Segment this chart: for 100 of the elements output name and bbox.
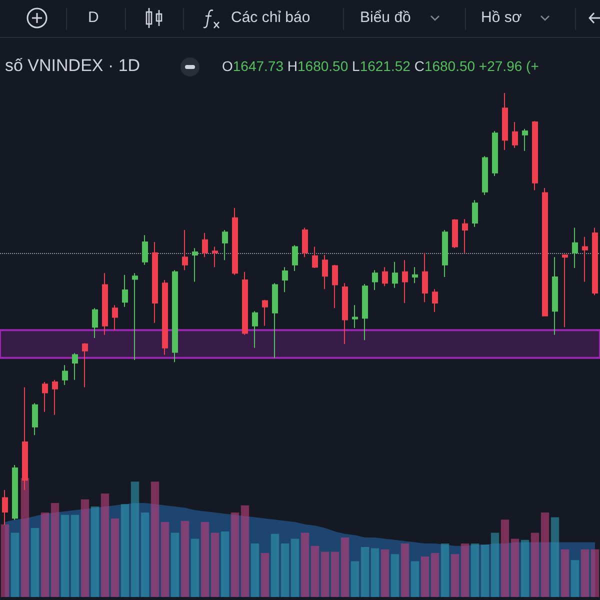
candlestick bbox=[362, 283, 368, 341]
text: Biểu đồ bbox=[360, 9, 411, 26]
candlestick bbox=[432, 288, 438, 313]
bar bbox=[70, 514, 80, 597]
candlestick bbox=[322, 254, 328, 290]
candlestick bbox=[92, 308, 98, 338]
bar bbox=[200, 522, 210, 597]
bar bbox=[590, 549, 600, 597]
candlestick bbox=[142, 234, 148, 266]
bar bbox=[520, 540, 530, 597]
candlestick bbox=[502, 92, 508, 151]
bar bbox=[260, 552, 270, 597]
candlestick bbox=[412, 266, 418, 284]
bar bbox=[310, 546, 320, 597]
candlestick bbox=[102, 272, 108, 336]
bar bbox=[240, 505, 250, 597]
candlestick bbox=[352, 304, 358, 329]
candlestick bbox=[222, 229, 228, 261]
chart-title: số VNINDEX · 1D bbox=[5, 56, 140, 76]
bar bbox=[450, 554, 460, 597]
bar bbox=[510, 538, 520, 597]
bar bbox=[130, 482, 140, 597]
bar bbox=[250, 543, 260, 597]
candlestick bbox=[32, 402, 38, 436]
bar bbox=[80, 499, 90, 597]
bar bbox=[360, 547, 370, 597]
candlestick bbox=[162, 280, 168, 356]
candlestick bbox=[342, 282, 348, 344]
candlestick bbox=[592, 227, 598, 296]
candlestick bbox=[292, 244, 298, 272]
bar bbox=[340, 538, 350, 597]
bar bbox=[460, 543, 470, 597]
candlestick bbox=[332, 264, 338, 309]
bar bbox=[20, 478, 30, 597]
candlestick bbox=[202, 232, 208, 258]
candlestick bbox=[212, 246, 218, 268]
text: Hồ sơ bbox=[481, 9, 522, 26]
candlestick bbox=[572, 227, 578, 268]
candlestick bbox=[282, 266, 288, 293]
bar bbox=[180, 520, 190, 597]
text: Các chỉ báo bbox=[231, 9, 310, 26]
candlestick bbox=[172, 270, 178, 363]
candlestick bbox=[112, 304, 118, 331]
bar bbox=[230, 512, 240, 597]
candlestick bbox=[382, 266, 388, 287]
bar bbox=[380, 549, 390, 597]
candlestick bbox=[532, 120, 538, 191]
candlestick bbox=[472, 200, 478, 228]
bar bbox=[560, 549, 570, 597]
bar bbox=[110, 518, 120, 597]
bar bbox=[400, 543, 410, 597]
candlestick bbox=[372, 270, 378, 290]
bar bbox=[290, 538, 300, 597]
candlestick bbox=[582, 236, 588, 282]
candlestick bbox=[482, 156, 488, 196]
bar bbox=[370, 548, 380, 597]
candlestick bbox=[462, 218, 468, 254]
bar bbox=[320, 552, 330, 597]
bar bbox=[500, 520, 510, 597]
candlestick bbox=[542, 188, 548, 316]
bar bbox=[300, 532, 310, 597]
chart-subtitle: O1647.73 H1680.50 L1621.52 C1680.50 +27.96 (+ bbox=[222, 58, 539, 74]
candlestick bbox=[562, 254, 568, 328]
candlestick bbox=[452, 218, 458, 249]
bar bbox=[550, 517, 560, 597]
bar bbox=[540, 512, 550, 597]
candlestick bbox=[232, 207, 238, 276]
candlestick bbox=[552, 256, 558, 336]
bar bbox=[490, 532, 500, 597]
bar bbox=[170, 532, 180, 597]
candlestick bbox=[52, 379, 58, 416]
bar bbox=[30, 528, 40, 597]
candlestick bbox=[72, 352, 78, 380]
bar bbox=[280, 543, 290, 597]
bar bbox=[210, 532, 220, 597]
bar bbox=[0, 524, 10, 597]
candlestick bbox=[152, 242, 158, 324]
bar bbox=[90, 506, 100, 597]
bar bbox=[40, 512, 50, 597]
candlestick bbox=[442, 229, 448, 278]
bar bbox=[440, 543, 450, 597]
candlestick bbox=[122, 274, 128, 308]
bar bbox=[570, 560, 580, 597]
candlestick bbox=[422, 252, 428, 303]
text: D bbox=[88, 9, 99, 26]
bar bbox=[160, 522, 170, 597]
candlestick bbox=[242, 271, 248, 336]
bar bbox=[470, 543, 480, 597]
candlestick bbox=[132, 272, 138, 360]
bar bbox=[50, 502, 60, 597]
bar bbox=[350, 561, 360, 597]
bar bbox=[410, 561, 420, 597]
bar bbox=[60, 514, 70, 597]
bar bbox=[270, 534, 280, 597]
bar bbox=[100, 493, 110, 597]
bar bbox=[530, 532, 540, 597]
bar bbox=[390, 554, 400, 597]
candlestick bbox=[302, 227, 308, 258]
bar bbox=[220, 532, 230, 597]
candlestick bbox=[42, 382, 48, 412]
